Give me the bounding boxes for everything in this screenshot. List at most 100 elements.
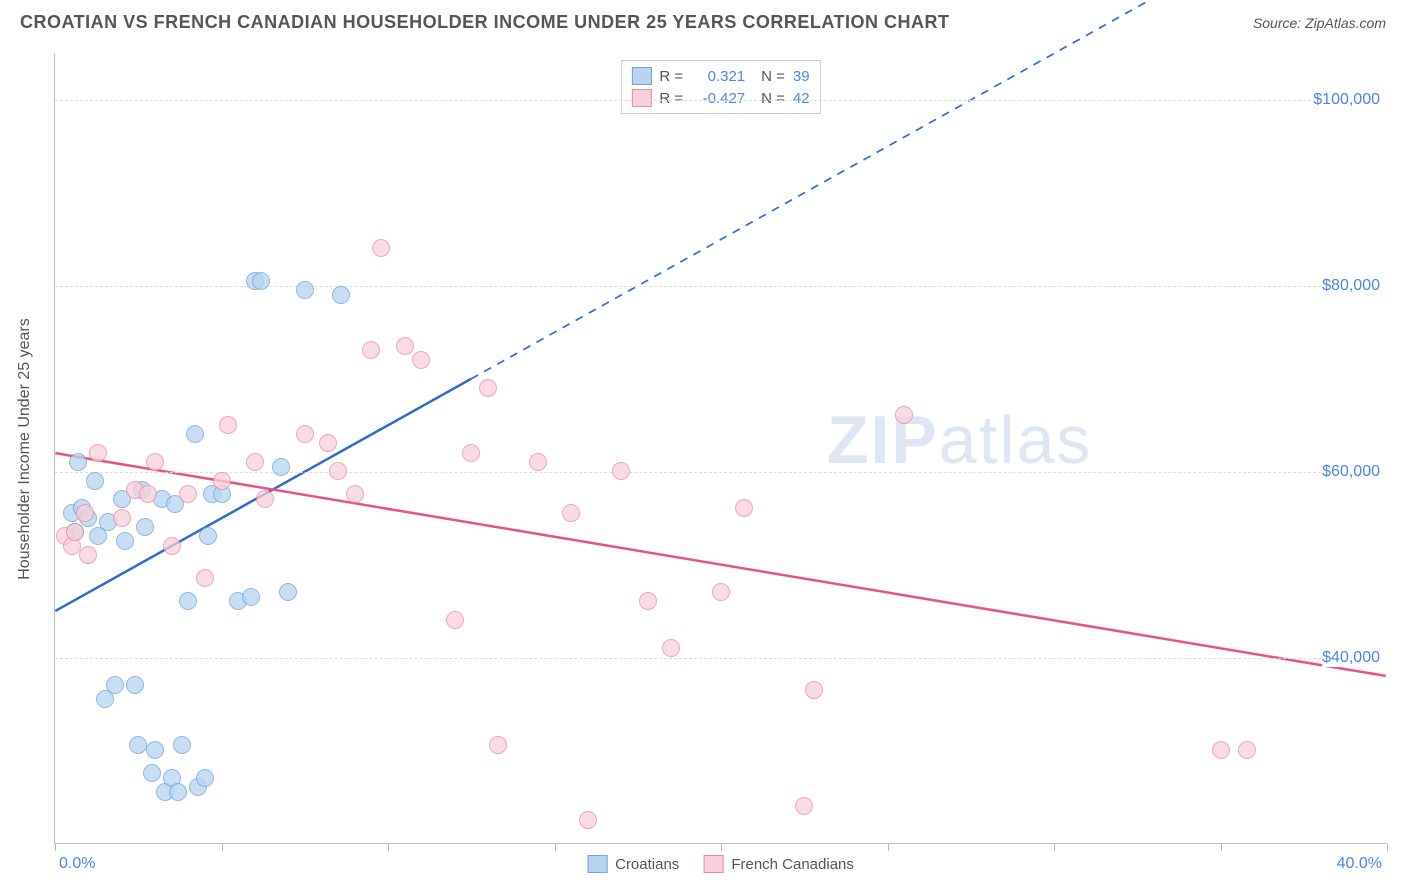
legend-swatch (587, 855, 607, 873)
stats-legend-row: R = 0.321 N = 39 (631, 65, 809, 87)
data-point (446, 611, 464, 629)
data-point (199, 527, 217, 545)
data-point (256, 490, 274, 508)
data-point (129, 736, 147, 754)
data-point (579, 811, 597, 829)
x-tick (55, 843, 56, 851)
stats-r-value: 0.321 (691, 68, 745, 85)
y-tick-label: $80,000 (1322, 277, 1388, 295)
x-tick (888, 843, 889, 851)
chart-plot-area: Householder Income Under 25 years ZIPatl… (54, 54, 1386, 844)
stats-n-value: 42 (793, 90, 810, 107)
data-point (146, 741, 164, 759)
data-point (272, 458, 290, 476)
data-point (1212, 741, 1230, 759)
stats-r-prefix: R = (659, 90, 683, 107)
x-tick (721, 843, 722, 851)
data-point (252, 272, 270, 290)
data-point (143, 764, 161, 782)
data-point (89, 444, 107, 462)
data-point (86, 472, 104, 490)
stats-legend: R = 0.321 N = 39 R = -0.427 N = 42 (620, 60, 820, 114)
data-point (66, 523, 84, 541)
legend-label: Croatians (615, 856, 679, 873)
data-point (479, 379, 497, 397)
data-point (173, 736, 191, 754)
legend-item: French Canadians (703, 855, 854, 873)
chart-title: CROATIAN VS FRENCH CANADIAN HOUSEHOLDER … (20, 12, 950, 33)
data-point (136, 518, 154, 536)
data-point (319, 434, 337, 452)
x-tick (222, 843, 223, 851)
data-point (79, 546, 97, 564)
data-point (346, 485, 364, 503)
x-tick (388, 843, 389, 851)
y-tick-label: $60,000 (1322, 463, 1388, 481)
data-point (116, 532, 134, 550)
data-point (69, 453, 87, 471)
legend-item: Croatians (587, 855, 679, 873)
data-point (805, 681, 823, 699)
data-point (296, 425, 314, 443)
x-axis-min-label: 0.0% (59, 855, 95, 873)
series-legend: Croatians French Canadians (587, 855, 854, 873)
data-point (279, 583, 297, 601)
data-point (489, 736, 507, 754)
grid-line (55, 100, 1386, 101)
y-axis-title: Householder Income Under 25 years (16, 318, 34, 579)
data-point (126, 676, 144, 694)
legend-swatch (631, 67, 651, 85)
data-point (372, 239, 390, 257)
y-tick-label: $40,000 (1322, 649, 1388, 667)
x-tick (555, 843, 556, 851)
data-point (895, 406, 913, 424)
data-point (662, 639, 680, 657)
data-point (529, 453, 547, 471)
data-point (462, 444, 480, 462)
data-point (412, 351, 430, 369)
data-point (196, 569, 214, 587)
data-point (169, 783, 187, 801)
legend-label: French Canadians (731, 856, 854, 873)
stats-n-prefix: N = (761, 68, 785, 85)
data-point (246, 453, 264, 471)
data-point (735, 499, 753, 517)
data-point (296, 281, 314, 299)
stats-r-prefix: R = (659, 68, 683, 85)
x-tick (1387, 843, 1388, 851)
legend-swatch (631, 89, 651, 107)
stats-n-value: 39 (793, 68, 810, 85)
stats-legend-row: R = -0.427 N = 42 (631, 87, 809, 109)
data-point (179, 485, 197, 503)
x-tick (1221, 843, 1222, 851)
data-point (76, 504, 94, 522)
trend-lines-svg (55, 54, 1386, 843)
data-point (179, 592, 197, 610)
data-point (186, 425, 204, 443)
x-axis-max-label: 40.0% (1337, 855, 1382, 873)
stats-r-value: -0.427 (691, 90, 745, 107)
data-point (612, 462, 630, 480)
data-point (1238, 741, 1256, 759)
data-point (146, 453, 164, 471)
grid-line (55, 472, 1386, 473)
data-point (795, 797, 813, 815)
trend-line-extension (471, 0, 1386, 379)
legend-swatch (703, 855, 723, 873)
data-point (329, 462, 347, 480)
data-point (219, 416, 237, 434)
data-point (562, 504, 580, 522)
grid-line (55, 658, 1386, 659)
data-point (396, 337, 414, 355)
data-point (712, 583, 730, 601)
data-point (332, 286, 350, 304)
trend-line (55, 453, 1385, 676)
chart-header: CROATIAN VS FRENCH CANADIAN HOUSEHOLDER … (0, 0, 1406, 41)
data-point (213, 472, 231, 490)
data-point (163, 537, 181, 555)
data-point (106, 676, 124, 694)
stats-n-prefix: N = (761, 90, 785, 107)
data-point (196, 769, 214, 787)
data-point (242, 588, 260, 606)
data-point (113, 509, 131, 527)
